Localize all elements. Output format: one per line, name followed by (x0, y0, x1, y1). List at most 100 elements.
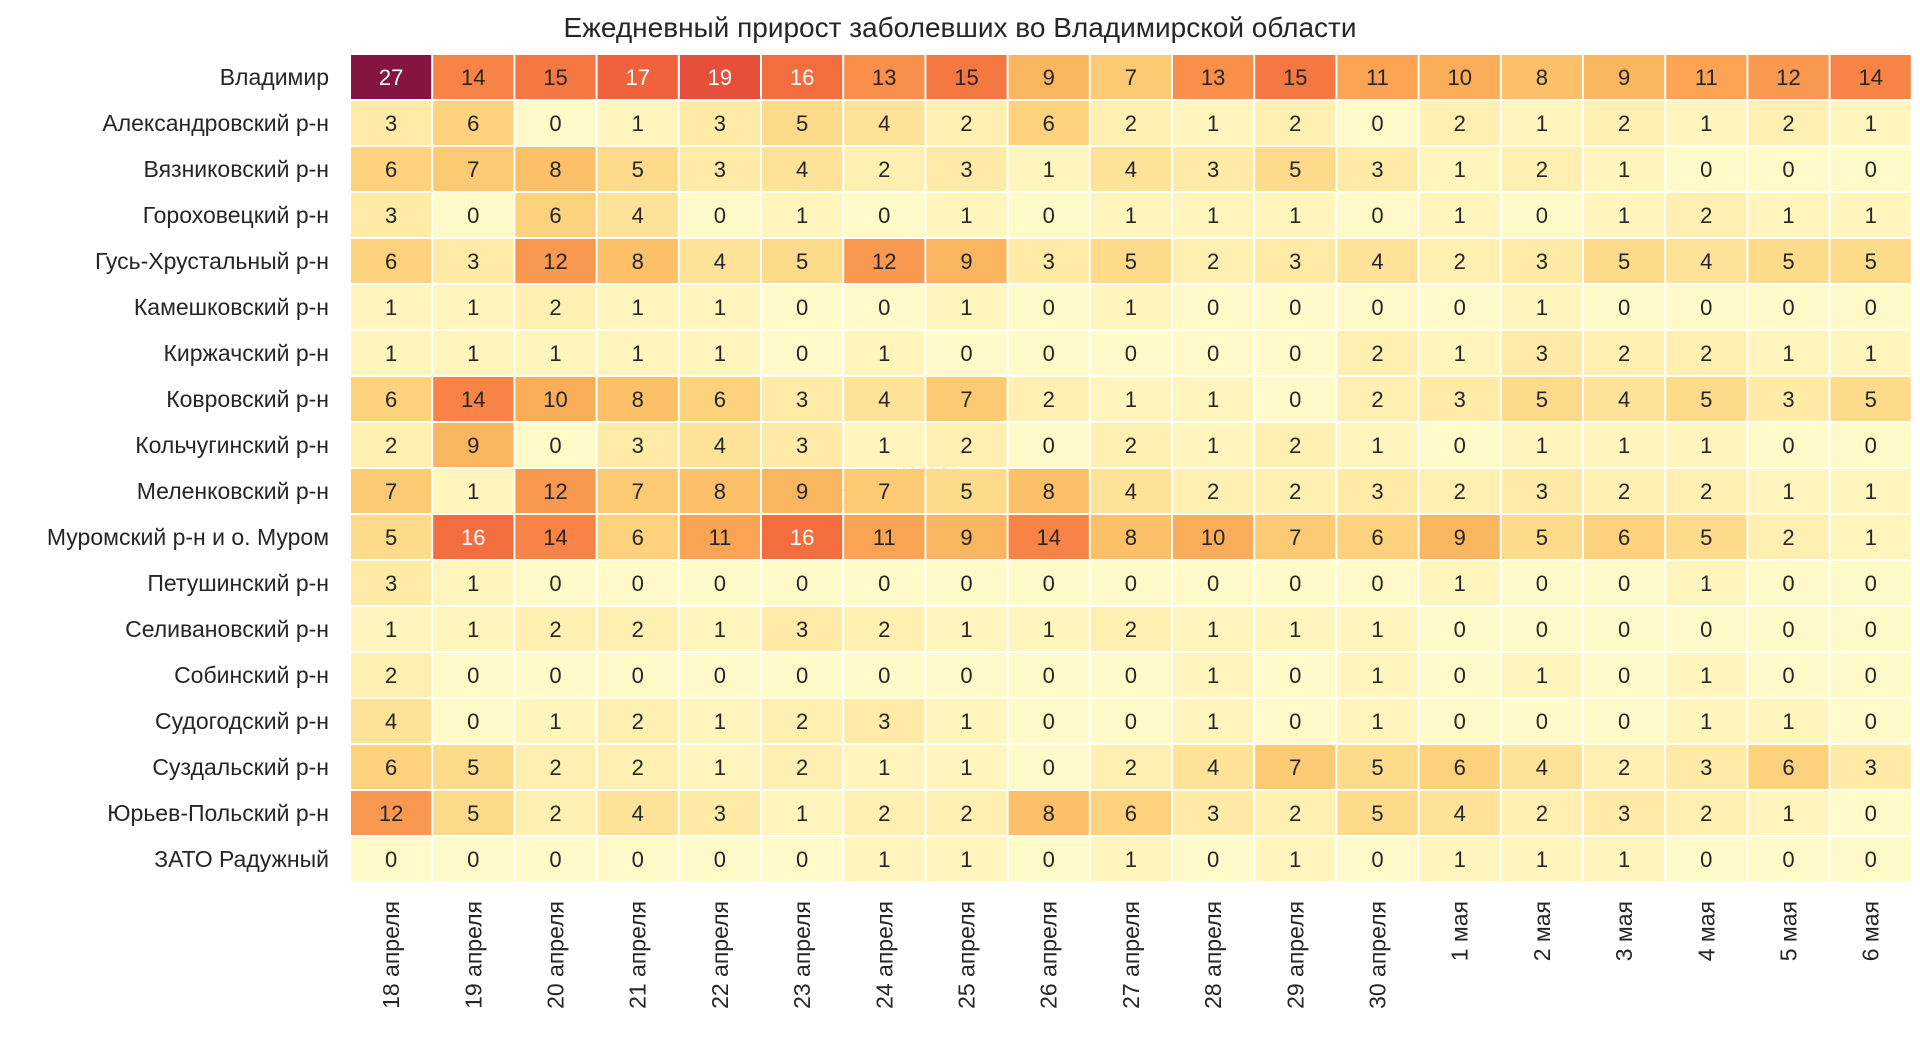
cell-value-label: 1 (1207, 617, 1219, 642)
cell-value-label: 6 (714, 387, 726, 412)
heatmap-cell (1584, 193, 1665, 237)
heatmap-cell (1748, 653, 1829, 697)
heatmap-cell (1666, 101, 1747, 145)
heatmap-cell (844, 791, 925, 835)
cell-value-label: 11 (1695, 65, 1718, 90)
heatmap-cell (1090, 331, 1171, 375)
heatmap-cell (1748, 745, 1829, 789)
heatmap-cell (1748, 331, 1829, 375)
heatmap-cell (351, 101, 432, 145)
heatmap-cell (1173, 561, 1254, 605)
heatmap-cell (1337, 331, 1418, 375)
cell-value-label: 9 (960, 249, 972, 274)
column-label: 28 апреля (1200, 901, 1226, 1009)
heatmap-cell (1419, 699, 1500, 743)
cell-value-label: 9 (1454, 525, 1466, 550)
column-label: 23 апреля (789, 901, 815, 1009)
heatmap-cell (1748, 193, 1829, 237)
heatmap-cell (515, 101, 596, 145)
heatmap-cell (1008, 423, 1089, 467)
cell-value-label: 3 (1043, 249, 1055, 274)
heatmap-cell (1090, 101, 1171, 145)
heatmap-cell (351, 285, 432, 329)
heatmap-cell (1337, 469, 1418, 513)
row-label: Суздальский р-н (152, 754, 329, 780)
cell-value-label: 1 (385, 295, 397, 320)
cell-value-label: 1 (1207, 663, 1219, 688)
cell-value-label: 2 (549, 295, 561, 320)
heatmap-cell (1008, 55, 1089, 99)
heatmap-cell (1666, 55, 1747, 99)
heatmap-cell (679, 285, 760, 329)
cell-value-label: 2 (1700, 479, 1712, 504)
cell-value-label: 0 (796, 341, 808, 366)
cell-value-label: 2 (632, 709, 644, 734)
cell-value-label: 0 (960, 571, 972, 596)
cell-value-label: 1 (1289, 847, 1301, 872)
cell-value-label: 3 (385, 111, 397, 136)
cell-value-label: 0 (1289, 571, 1301, 596)
cell-value-label: 1 (960, 295, 972, 320)
cell-value-label: 2 (549, 755, 561, 780)
heatmap-cell (433, 285, 514, 329)
heatmap-cell (1748, 423, 1829, 467)
cell-value-label: 1 (1454, 203, 1466, 228)
cell-value-label: 3 (878, 709, 890, 734)
heatmap-cell (1584, 469, 1665, 513)
cell-value-label: 0 (878, 571, 890, 596)
heatmap-cell (926, 423, 1007, 467)
cell-value-label: 0 (1371, 571, 1383, 596)
cell-value-label: 4 (878, 387, 890, 412)
heatmap-cell (1748, 55, 1829, 99)
heatmap-cell (515, 469, 596, 513)
heatmap-cell (515, 561, 596, 605)
heatmap-cell (1008, 699, 1089, 743)
cell-value-label: 8 (1125, 525, 1137, 550)
cell-value-label: 0 (1125, 663, 1137, 688)
column-label: 6 мая (1858, 901, 1884, 961)
column-label: 22 апреля (707, 901, 733, 1009)
row-label: Петушинский р-н (147, 570, 329, 596)
cell-value-label: 1 (1371, 433, 1383, 458)
cell-value-label: 1 (1865, 525, 1877, 550)
cell-value-label: 1 (1618, 203, 1630, 228)
heatmap-cell (844, 469, 925, 513)
cell-value-label: 12 (872, 249, 896, 274)
heatmap-cell (762, 699, 843, 743)
heatmap-cell (1337, 561, 1418, 605)
heatmap-cell (351, 377, 432, 421)
heatmap-cell (1255, 745, 1336, 789)
cell-value-label: 4 (1207, 755, 1219, 780)
cell-value-label: 6 (1043, 111, 1055, 136)
cell-value-label: 12 (543, 479, 567, 504)
cell-value-label: 0 (1865, 617, 1877, 642)
cell-value-label: 12 (543, 249, 567, 274)
heatmap-cell (1337, 377, 1418, 421)
heatmap-cell (1830, 147, 1911, 191)
heatmap-cell (762, 607, 843, 651)
row-label: Селивановский р-н (125, 616, 329, 642)
cell-value-label: 1 (714, 295, 726, 320)
heatmap-cell (1584, 147, 1665, 191)
heatmap-cell (1255, 791, 1336, 835)
cell-value-label: 1 (714, 709, 726, 734)
cell-value-label: 0 (1125, 709, 1137, 734)
cell-value-label: 2 (1371, 387, 1383, 412)
cell-value-label: 1 (796, 203, 808, 228)
heatmap-cell (1255, 239, 1336, 283)
cell-value-label: 1 (1125, 387, 1137, 412)
heatmap-cell (1830, 515, 1911, 559)
heatmap-cell (1419, 239, 1500, 283)
cell-value-label: 1 (467, 571, 479, 596)
heatmap-cell (762, 653, 843, 697)
heatmap-cell (1501, 423, 1582, 467)
heatmap-cell (844, 55, 925, 99)
cell-value-label: 4 (1618, 387, 1630, 412)
heatmap-cell (1748, 239, 1829, 283)
cell-value-label: 14 (461, 387, 485, 412)
cell-value-label: 0 (1454, 709, 1466, 734)
cell-value-label: 1 (1782, 341, 1794, 366)
heatmap-cell (351, 745, 432, 789)
cell-value-label: 1 (796, 801, 808, 826)
heatmap-cell (1008, 331, 1089, 375)
